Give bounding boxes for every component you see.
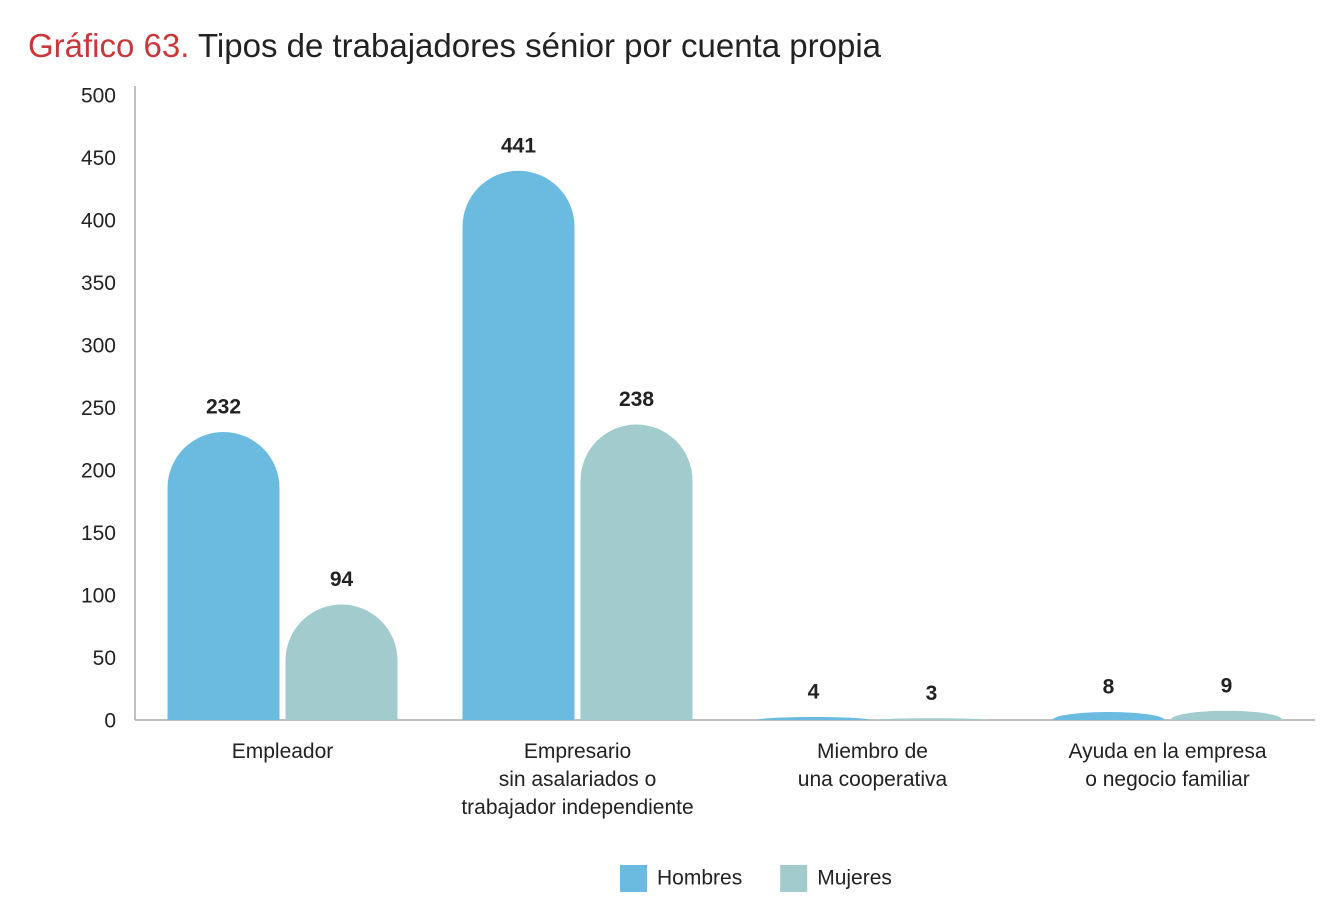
legend-label: Mujeres (817, 867, 892, 890)
value-label: 238 (619, 388, 654, 411)
y-tick-label: 450 (81, 147, 116, 170)
y-tick-label: 500 (81, 85, 116, 108)
value-label: 3 (926, 682, 938, 705)
title-text: Tipos de trabajadores sénior por cuenta … (198, 27, 882, 64)
y-tick-label: 350 (81, 272, 116, 295)
y-tick-label: 100 (81, 585, 116, 608)
bar (285, 604, 398, 720)
bar (462, 170, 575, 721)
y-tick-label: 150 (81, 522, 116, 545)
bar (580, 424, 693, 720)
value-label: 9 (1221, 674, 1233, 697)
y-tick-label: 0 (104, 710, 116, 733)
value-label: 232 (206, 396, 241, 419)
y-tick-label: 400 (81, 210, 116, 233)
bar (1052, 712, 1165, 720)
x-tick-label: Empresario sin asalariados o trabajador in… (461, 740, 693, 819)
x-tick-label: Empleador (232, 740, 334, 763)
y-tick-label: 250 (81, 397, 116, 420)
bar (167, 432, 280, 720)
value-label: 94 (330, 568, 354, 591)
legend-swatch (620, 865, 647, 892)
value-label: 4 (808, 681, 820, 704)
legend-label: Hombres (657, 867, 742, 890)
bar (875, 718, 988, 720)
y-tick-label: 300 (81, 335, 116, 358)
legend-swatch (780, 865, 808, 892)
y-tick-label: 50 (93, 647, 116, 670)
y-tick-label: 200 (81, 460, 116, 483)
bar (757, 717, 870, 720)
chart-title: Gráfico 63. Tipos de trabajadores sénior… (28, 27, 882, 64)
x-tick-label: Miembro de una cooperativa (798, 740, 948, 791)
title-label: Gráfico 63. (28, 27, 189, 64)
value-label: 8 (1103, 676, 1115, 699)
x-tick-label: Ayuda en la empresa o negocio familiar (1068, 740, 1266, 791)
bar (1170, 710, 1283, 720)
value-label: 441 (501, 134, 536, 157)
